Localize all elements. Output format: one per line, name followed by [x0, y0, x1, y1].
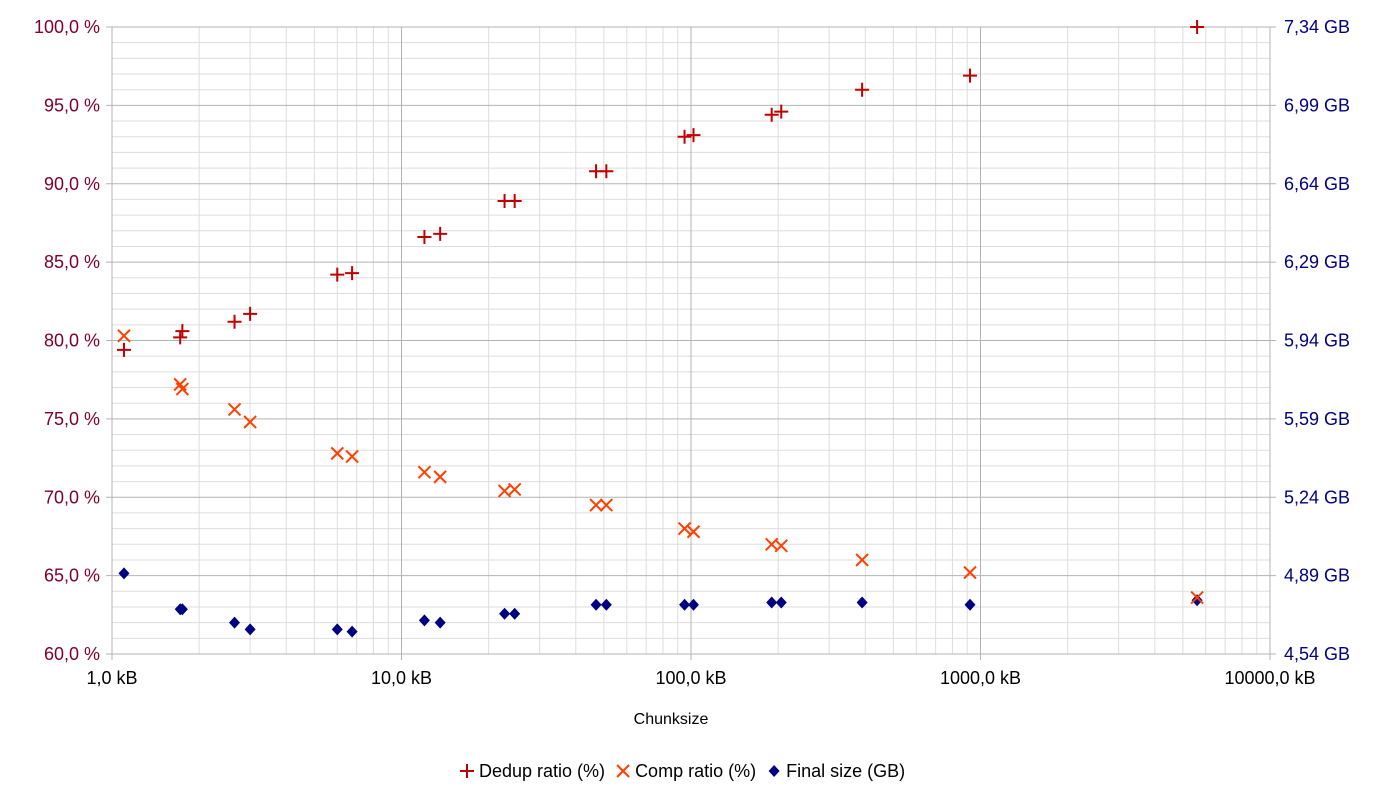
data-point: [433, 470, 447, 484]
left-tick-label: 80,0 %: [44, 331, 100, 351]
data-point: [118, 567, 130, 580]
data-point: [766, 596, 778, 609]
data-point: [243, 306, 258, 321]
right-tick-label: 7,34 GB: [1284, 17, 1350, 37]
data-point: [229, 616, 241, 629]
x-tick-label: 10000,0 kB: [1224, 668, 1315, 688]
data-point: [764, 107, 779, 122]
left-tick-label: 95,0 %: [44, 95, 100, 115]
data-point: [345, 449, 359, 464]
x-tick-label: 1,0 kB: [86, 668, 137, 688]
data-point: [1190, 20, 1205, 34]
right-tick-label: 5,59 GB: [1284, 409, 1350, 429]
data-point: [599, 164, 614, 179]
data-point: [117, 329, 131, 343]
left-tick-label: 90,0 %: [44, 174, 100, 194]
data-point: [1190, 590, 1204, 605]
data-point: [963, 565, 977, 580]
data-point: [677, 129, 692, 144]
data-point: [243, 415, 257, 429]
x-axis-ticks: 1,0 kB 10,0 kB 100,0 kB 1000,0 kB 10000,0 kB: [86, 668, 1315, 688]
data-point: [774, 104, 789, 119]
right-tick-label: 5,24 GB: [1284, 487, 1350, 507]
data-point: [686, 128, 701, 143]
data-point: [590, 598, 602, 611]
data-point: [679, 598, 691, 611]
legend-label: Comp ratio (%): [635, 761, 756, 781]
x-tick-label: 10,0 kB: [371, 668, 432, 688]
series-plus: [116, 20, 1205, 357]
left-tick-label: 85,0 %: [44, 252, 100, 272]
series-layer: [116, 20, 1205, 638]
x-tick-label: 100,0 kB: [655, 668, 726, 688]
data-point: [774, 539, 788, 553]
data-point: [600, 598, 612, 611]
grid-major: [106, 26, 1276, 660]
right-tick-label: 6,29 GB: [1284, 252, 1350, 272]
x-axis-title: Chunksize: [634, 711, 709, 728]
data-point: [507, 193, 522, 208]
left-tick-label: 65,0 %: [44, 566, 100, 586]
data-point: [433, 226, 448, 241]
data-point: [963, 68, 978, 83]
data-point: [1191, 594, 1203, 607]
right-tick-label: 5,94 GB: [1284, 331, 1350, 351]
data-point: [346, 625, 358, 638]
data-point: [509, 607, 521, 620]
left-axis-ticks: 60,0 % 65,0 % 70,0 % 75,0 % 80,0 % 85,0 % 90,0…: [34, 17, 100, 664]
right-axis-ticks: 4,54 GB 4,89 GB 5,24 GB 5,59 GB 5,94 GB 6,29 …: [1284, 17, 1350, 664]
data-point: [330, 267, 345, 282]
series-diamond: [118, 567, 1203, 638]
left-tick-label: 60,0 %: [44, 644, 100, 664]
data-point: [418, 614, 430, 627]
series-x: [117, 329, 1204, 605]
left-tick-label: 70,0 %: [44, 487, 100, 507]
data-point: [331, 623, 343, 636]
data-point: [116, 342, 131, 357]
data-point: [330, 446, 344, 461]
data-point: [173, 330, 188, 345]
data-point: [775, 596, 787, 609]
data-point: [855, 82, 870, 97]
right-tick-label: 6,64 GB: [1284, 174, 1350, 194]
legend-marker: [616, 764, 630, 778]
legend-item: Dedup ratio (%): [460, 761, 605, 781]
legend-marker: [460, 764, 474, 778]
legend: Dedup ratio (%) Comp ratio (%) Final size …: [460, 761, 905, 781]
data-point: [417, 465, 432, 479]
legend-item: Final size (GB): [768, 761, 905, 781]
data-point: [175, 324, 190, 339]
data-point: [499, 607, 511, 620]
legend-label: Final size (GB): [786, 761, 905, 781]
data-point: [173, 377, 187, 392]
data-point: [176, 603, 188, 616]
data-point: [507, 482, 522, 497]
data-point: [856, 596, 868, 609]
data-point: [677, 521, 692, 536]
plot-area: [111, 26, 1271, 655]
data-point: [227, 314, 242, 329]
left-tick-label: 75,0 %: [44, 409, 100, 429]
legend-label: Dedup ratio (%): [479, 761, 605, 781]
data-point: [589, 498, 603, 512]
data-point: [686, 525, 701, 539]
data-point: [345, 266, 360, 281]
data-point: [434, 616, 446, 629]
left-tick-label: 100,0 %: [34, 17, 100, 37]
data-point: [599, 498, 614, 512]
right-tick-label: 4,89 GB: [1284, 566, 1350, 586]
data-point: [175, 382, 190, 396]
data-point: [964, 598, 976, 611]
right-tick-label: 4,54 GB: [1284, 644, 1350, 664]
x-tick-label: 1000,0 kB: [940, 668, 1021, 688]
data-point: [417, 230, 432, 245]
legend-item: Comp ratio (%): [616, 761, 756, 781]
data-point: [687, 598, 699, 611]
data-point: [227, 402, 242, 417]
legend-marker: [768, 765, 780, 777]
data-point: [855, 553, 869, 567]
right-tick-label: 6,99 GB: [1284, 95, 1350, 115]
data-point: [244, 623, 256, 636]
